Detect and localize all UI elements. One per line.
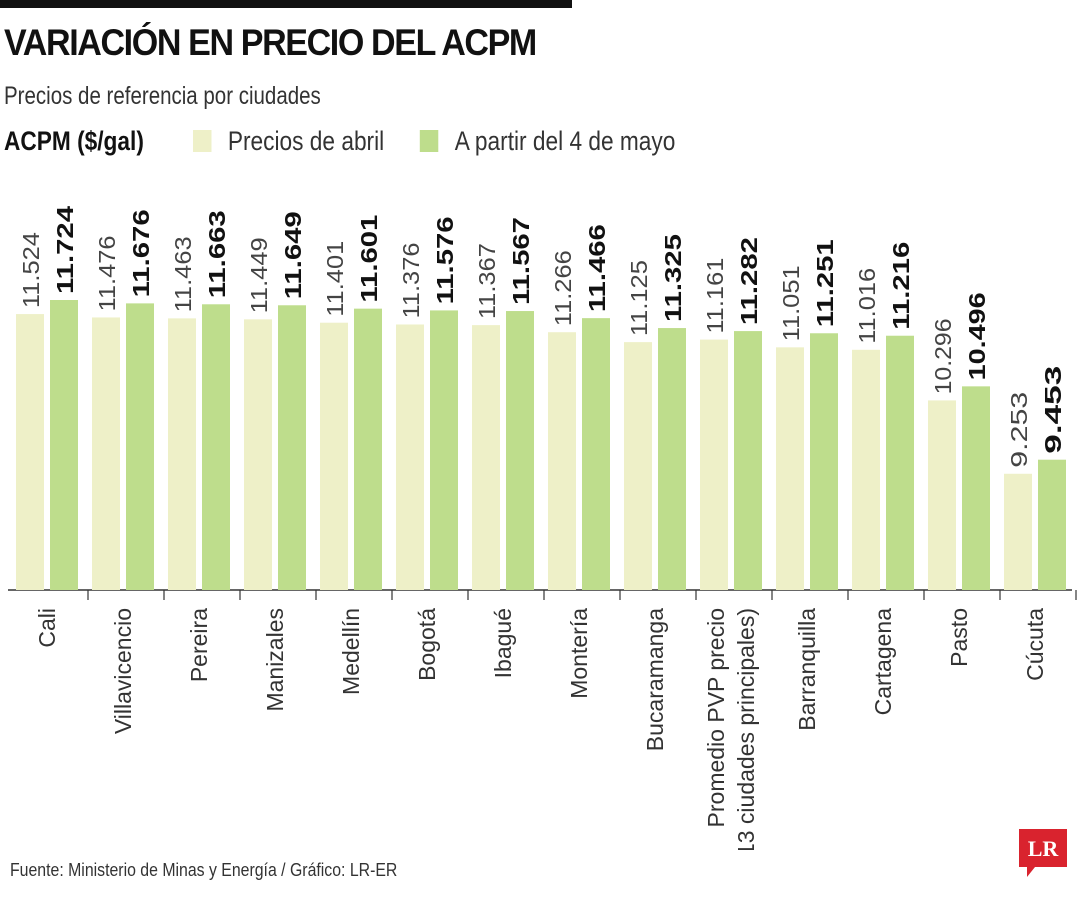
- value-label-may: 11.576: [432, 216, 458, 304]
- bar-may: [202, 304, 230, 590]
- unit-label: ACPM ($/gal): [4, 125, 144, 156]
- bar-april: [700, 339, 728, 590]
- bar-april: [244, 319, 272, 590]
- value-label-april: 11.161: [702, 258, 728, 334]
- bar-april: [1004, 473, 1032, 590]
- value-label-april: 11.524: [18, 232, 44, 308]
- bar-may: [354, 308, 382, 590]
- category-label: Cartagena: [870, 608, 896, 716]
- value-label-may: 11.251: [812, 239, 838, 327]
- bar-may: [582, 318, 610, 590]
- value-label-may: 11.724: [52, 206, 78, 294]
- source-note: Fuente: Ministerio de Minas y Energía / …: [10, 860, 398, 880]
- bar-april: [624, 342, 652, 590]
- value-label-may: 11.325: [660, 234, 686, 322]
- value-label-april: 11.016: [854, 268, 880, 344]
- value-label-may: 11.663: [204, 210, 230, 298]
- value-label-may: 11.466: [584, 224, 610, 312]
- value-label-april: 11.401: [322, 241, 348, 317]
- category-label: Manizales: [262, 608, 288, 712]
- value-label-april: 9.253: [1006, 392, 1032, 468]
- value-label-may: 10.496: [964, 292, 990, 380]
- value-label-may: 11.649: [280, 211, 306, 299]
- category-label: Cali: [34, 608, 60, 648]
- value-label-april: 10.296: [930, 318, 956, 394]
- category-label: Bogotá: [414, 608, 440, 681]
- value-label-april: 11.051: [778, 265, 804, 341]
- value-label-april: 11.125: [626, 260, 652, 336]
- bar-april: [396, 324, 424, 590]
- value-label-may: 11.216: [888, 242, 914, 330]
- bar-may: [50, 300, 78, 590]
- bar-may: [734, 331, 762, 590]
- value-label-april: 11.367: [474, 243, 500, 319]
- bar-april: [92, 317, 120, 590]
- category-label: Barranquilla: [794, 608, 820, 731]
- bar-may: [962, 386, 990, 590]
- category-label: Bucaramanga: [642, 608, 668, 751]
- legend-label-may: A partir del 4 de mayo: [454, 125, 676, 156]
- value-label-april: 11.449: [246, 237, 272, 313]
- category-label: Montería: [566, 608, 592, 699]
- lr-logo-text: LR: [1028, 836, 1060, 861]
- bar-april: [472, 325, 500, 590]
- legend: ACPM ($/gal) Precios de abril A partir d…: [4, 124, 711, 158]
- category-label: (13 ciudades principales): [733, 608, 759, 850]
- value-label-april: 11.463: [170, 236, 196, 312]
- top-rule: [0, 0, 572, 8]
- bar-may: [506, 311, 534, 590]
- bar-may: [430, 310, 458, 590]
- value-label-april: 11.376: [398, 242, 424, 318]
- bar-may: [126, 303, 154, 590]
- value-label-may: 11.567: [508, 217, 534, 305]
- category-label: Ibagué: [490, 608, 516, 678]
- bar-april: [16, 314, 44, 590]
- value-label-may: 9.453: [1040, 366, 1066, 454]
- category-label: Pereira: [186, 608, 212, 682]
- bar-april: [928, 400, 956, 590]
- bar-april: [320, 322, 348, 590]
- legend-swatch-april: [192, 130, 212, 152]
- bar-april: [776, 347, 804, 590]
- bar-april: [852, 349, 880, 590]
- bar-may: [658, 328, 686, 590]
- legend-swatch-may: [419, 130, 438, 152]
- bar-may: [886, 335, 914, 590]
- bar-chart: 11.524 11.724 Cali 11.476 11.676 Villavicenci…: [8, 206, 1077, 850]
- category-label: Cúcuta: [1022, 608, 1048, 681]
- value-label-may: 11.282: [736, 237, 762, 325]
- value-label-may: 11.676: [128, 209, 154, 297]
- chart-subtitle: Precios de referencia por ciudades: [4, 82, 321, 110]
- bar-may: [810, 333, 838, 590]
- value-label-april: 11.476: [94, 235, 120, 311]
- bar-april: [548, 332, 576, 590]
- category-label: Promedio PVP precio: [703, 608, 729, 827]
- category-label: Villavicencio: [110, 608, 136, 734]
- category-label: Pasto: [946, 608, 972, 667]
- legend-label-april: Precios de abril: [227, 125, 385, 156]
- chart-title: VARIACIÓN EN PRECIO DEL ACPM: [4, 22, 537, 63]
- lr-logo: LR: [1019, 829, 1067, 877]
- bar-may: [1038, 459, 1066, 590]
- value-label-may: 11.601: [356, 214, 382, 302]
- value-label-april: 11.266: [550, 250, 576, 326]
- category-label: Medellín: [338, 608, 364, 695]
- bar-april: [168, 318, 196, 590]
- bar-may: [278, 305, 306, 590]
